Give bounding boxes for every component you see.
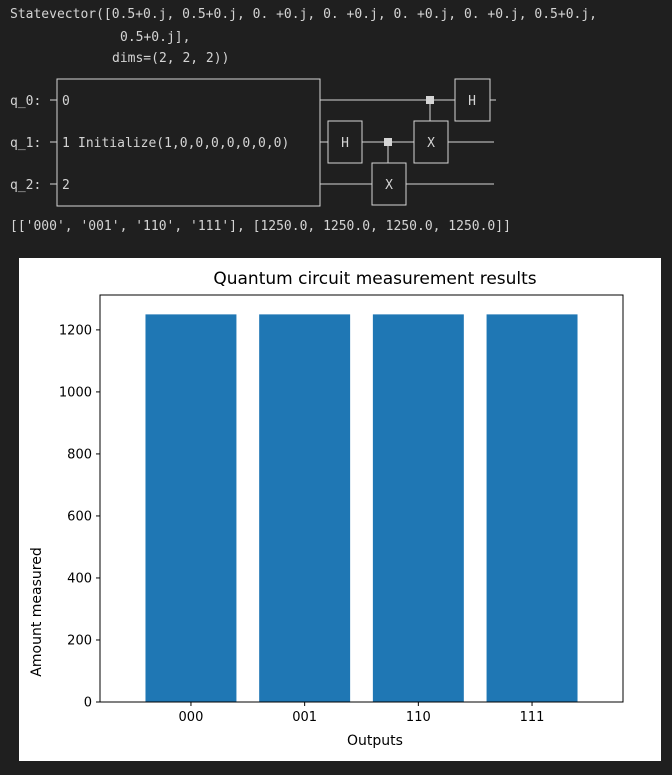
init-index-1: 1 — [62, 136, 70, 151]
y-axis-label: Amount measured — [29, 547, 45, 676]
init-index-2: 2 — [62, 178, 70, 193]
plot-area: 000 001 110 111 0 200 400 600 800 1000 1200 — [59, 294, 624, 725]
qubit-label-q1: q_1: — [10, 136, 41, 151]
h-gate-q0-label: H — [468, 94, 476, 109]
counts-output-line: [['000', '001', '110', '111'], [1250.0, … — [10, 219, 511, 234]
circuit-diagram: q_0: q_1: q_2: 0 1 2 Initialize(1,0,0,0,… — [10, 78, 496, 207]
x-gate-q1-label: X — [427, 136, 435, 151]
x-tick-label-110: 110 — [406, 710, 431, 725]
statevector-output-line-2: 0.5+0.j], — [120, 30, 191, 45]
plot-frame — [99, 294, 624, 703]
chart-title: Quantum circuit measurement results — [213, 269, 536, 289]
x-tick-label-111: 111 — [520, 710, 545, 725]
initialize-label: Initialize(1,0,0,0,0,0,0,0) — [78, 136, 289, 151]
statevector-dims-line: dims=(2, 2, 2)) — [112, 51, 230, 66]
chart-panel: Quantum circuit measurement results Outp… — [19, 258, 661, 761]
x-gate-q1 — [413, 120, 449, 164]
x-axis-label: Outputs — [347, 733, 403, 749]
h-gate-q1 — [327, 120, 363, 164]
y-tick-label-200: 200 — [67, 633, 92, 648]
y-tick-label-1200: 1200 — [59, 323, 92, 338]
bar-111 — [486, 314, 578, 702]
bar-110 — [372, 314, 464, 702]
statevector-output-line-1: Statevector([0.5+0.j, 0.5+0.j, 0. +0.j, … — [10, 7, 597, 22]
bar-001 — [259, 314, 351, 702]
bar-000 — [145, 314, 237, 702]
x-gate-q2 — [371, 162, 407, 206]
y-tick-label-0: 0 — [84, 696, 92, 711]
x-gate-q2-label: X — [385, 178, 393, 193]
y-tick-label-600: 600 — [67, 509, 92, 524]
x-tick-label-000: 000 — [179, 710, 204, 725]
control-dot-q1 — [384, 138, 392, 146]
x-tick-label-001: 001 — [292, 710, 317, 725]
y-tick-label-400: 400 — [67, 571, 92, 586]
init-index-0: 0 — [62, 94, 70, 109]
control-dot-q0 — [426, 96, 434, 104]
bar-chart: Quantum circuit measurement results Outp… — [29, 269, 624, 749]
h-gate-q1-label: H — [341, 136, 349, 151]
h-gate-q0 — [454, 78, 491, 122]
qubit-label-q2: q_2: — [10, 178, 41, 193]
y-tick-label-800: 800 — [67, 447, 92, 462]
qubit-label-q0: q_0: — [10, 94, 41, 109]
y-tick-label-1000: 1000 — [59, 385, 92, 400]
